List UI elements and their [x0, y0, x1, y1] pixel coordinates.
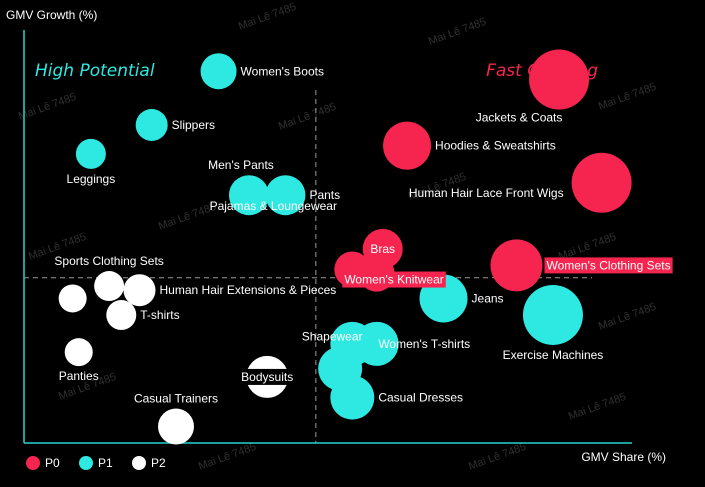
- bubble-label-shapewear: Shapewear: [302, 330, 363, 344]
- bubble-label-hoodies-sweatshirts: Hoodies & Sweatshirts: [435, 139, 556, 153]
- watermark-text: Mai Lê 7485: [237, 1, 298, 33]
- bubble-human-hair-extensions-pieces: [123, 274, 156, 307]
- watermark-text: Mai Lê 7485: [427, 16, 488, 48]
- watermark-text: Mai Lê 7485: [567, 391, 628, 423]
- legend-label-p2: P2: [151, 456, 166, 470]
- bubble-sports-clothing-sets: [94, 271, 125, 302]
- bubble-label-pants: Pants: [309, 188, 340, 202]
- bubble-label-human-hair-lace-front-wigs: Human Hair Lace Front Wigs: [409, 186, 564, 200]
- bubble-women-s-clothing-sets: [490, 239, 543, 292]
- watermark-text: Mai Lê 7485: [17, 91, 78, 123]
- bubble-label-bodysuits: Bodysuits: [241, 370, 293, 384]
- bubble-label-casual-trainers: Casual Trainers: [134, 391, 218, 405]
- bubble-jackets-coats: [529, 49, 590, 110]
- bubble-t-shirts: [106, 299, 137, 330]
- label-background: [342, 271, 446, 288]
- bubble-slippers: [135, 108, 168, 141]
- watermark-text: Mai Lê 7485: [197, 441, 258, 473]
- bubble-human-hair-lace-front-wigs: [571, 152, 632, 213]
- bubble-casual-trainers: [158, 408, 194, 445]
- bubble-label-bras: Bras: [370, 242, 395, 256]
- bubble-label-pajamas-loungewear: Pajamas & Loungewear: [210, 199, 337, 213]
- bubble-panties: [64, 338, 93, 367]
- bubble-labels: Jackets & Coats Hoodies & Sweatshirts Huma…: [54, 64, 673, 405]
- label-background: [544, 257, 673, 274]
- watermark-text: Mai Lê 7485: [597, 81, 658, 113]
- legend-swatch-p1: [79, 456, 93, 470]
- bubble-label-women-s-t-shirts: Women's T-shirts: [378, 337, 470, 351]
- watermark-text: Mai Lê 7485: [277, 101, 338, 133]
- bubble-exercise-machines: [522, 284, 583, 345]
- bubbles: [58, 49, 632, 445]
- bubble-label-sports-clothing-sets: Sports Clothing Sets: [54, 254, 163, 268]
- legend-label-p1: P1: [98, 456, 113, 470]
- y-axis-title: GMV Growth (%): [6, 8, 97, 22]
- bubble-label-men-s-pants: Men's Pants: [208, 158, 274, 172]
- bubble-label-jeans: Jeans: [472, 291, 504, 305]
- quadrant-label-high-potential: High Potential: [35, 61, 155, 81]
- bubble-hoodies-sweatshirts: [383, 121, 432, 170]
- bubble-label-leggings: Leggings: [67, 172, 116, 186]
- bubble-unlabeled: [58, 284, 87, 313]
- bubble-label-exercise-machines: Exercise Machines: [503, 348, 604, 362]
- axes: [23, 30, 632, 444]
- x-axis-title: GMV Share (%): [581, 450, 666, 464]
- bubble-women-s-t-shirts: [354, 321, 399, 366]
- quadrant-label-fast-growing: Fast Growing: [486, 61, 598, 81]
- watermark-text: Mai Lê 7485: [597, 301, 658, 333]
- watermark-text: Mai Lê 7485: [467, 441, 528, 473]
- bubble-label-jackets-coats: Jackets & Coats: [476, 111, 563, 125]
- bubble-pants: [265, 175, 306, 216]
- bubble-label-human-hair-extensions-pieces: Human Hair Extensions & Pieces: [160, 283, 337, 297]
- label-background: [239, 368, 296, 385]
- bubble-label-panties: Panties: [59, 369, 99, 383]
- bubble-casual-dresses: [330, 375, 375, 420]
- legend-label-p0: P0: [45, 456, 60, 470]
- bubble-leggings: [75, 138, 106, 169]
- bubble-label-t-shirts: T-shirts: [140, 308, 179, 322]
- legend-swatch-p2: [132, 456, 146, 470]
- legend: P0 P1 P2: [26, 456, 166, 470]
- bubble-men-s-pants: [228, 175, 269, 216]
- legend-swatch-p0: [26, 456, 40, 470]
- bubble-women-s-boots: [200, 53, 237, 90]
- bubble-label-slippers: Slippers: [172, 118, 215, 132]
- bubble-label-women-s-boots: Women's Boots: [241, 64, 324, 78]
- bubble-label-casual-dresses: Casual Dresses: [378, 391, 463, 405]
- bubble-label-women-s-knitwear: Women's Knitwear: [344, 273, 443, 287]
- bubble-label-women-s-clothing-sets: Women's Clothing Sets: [546, 258, 670, 272]
